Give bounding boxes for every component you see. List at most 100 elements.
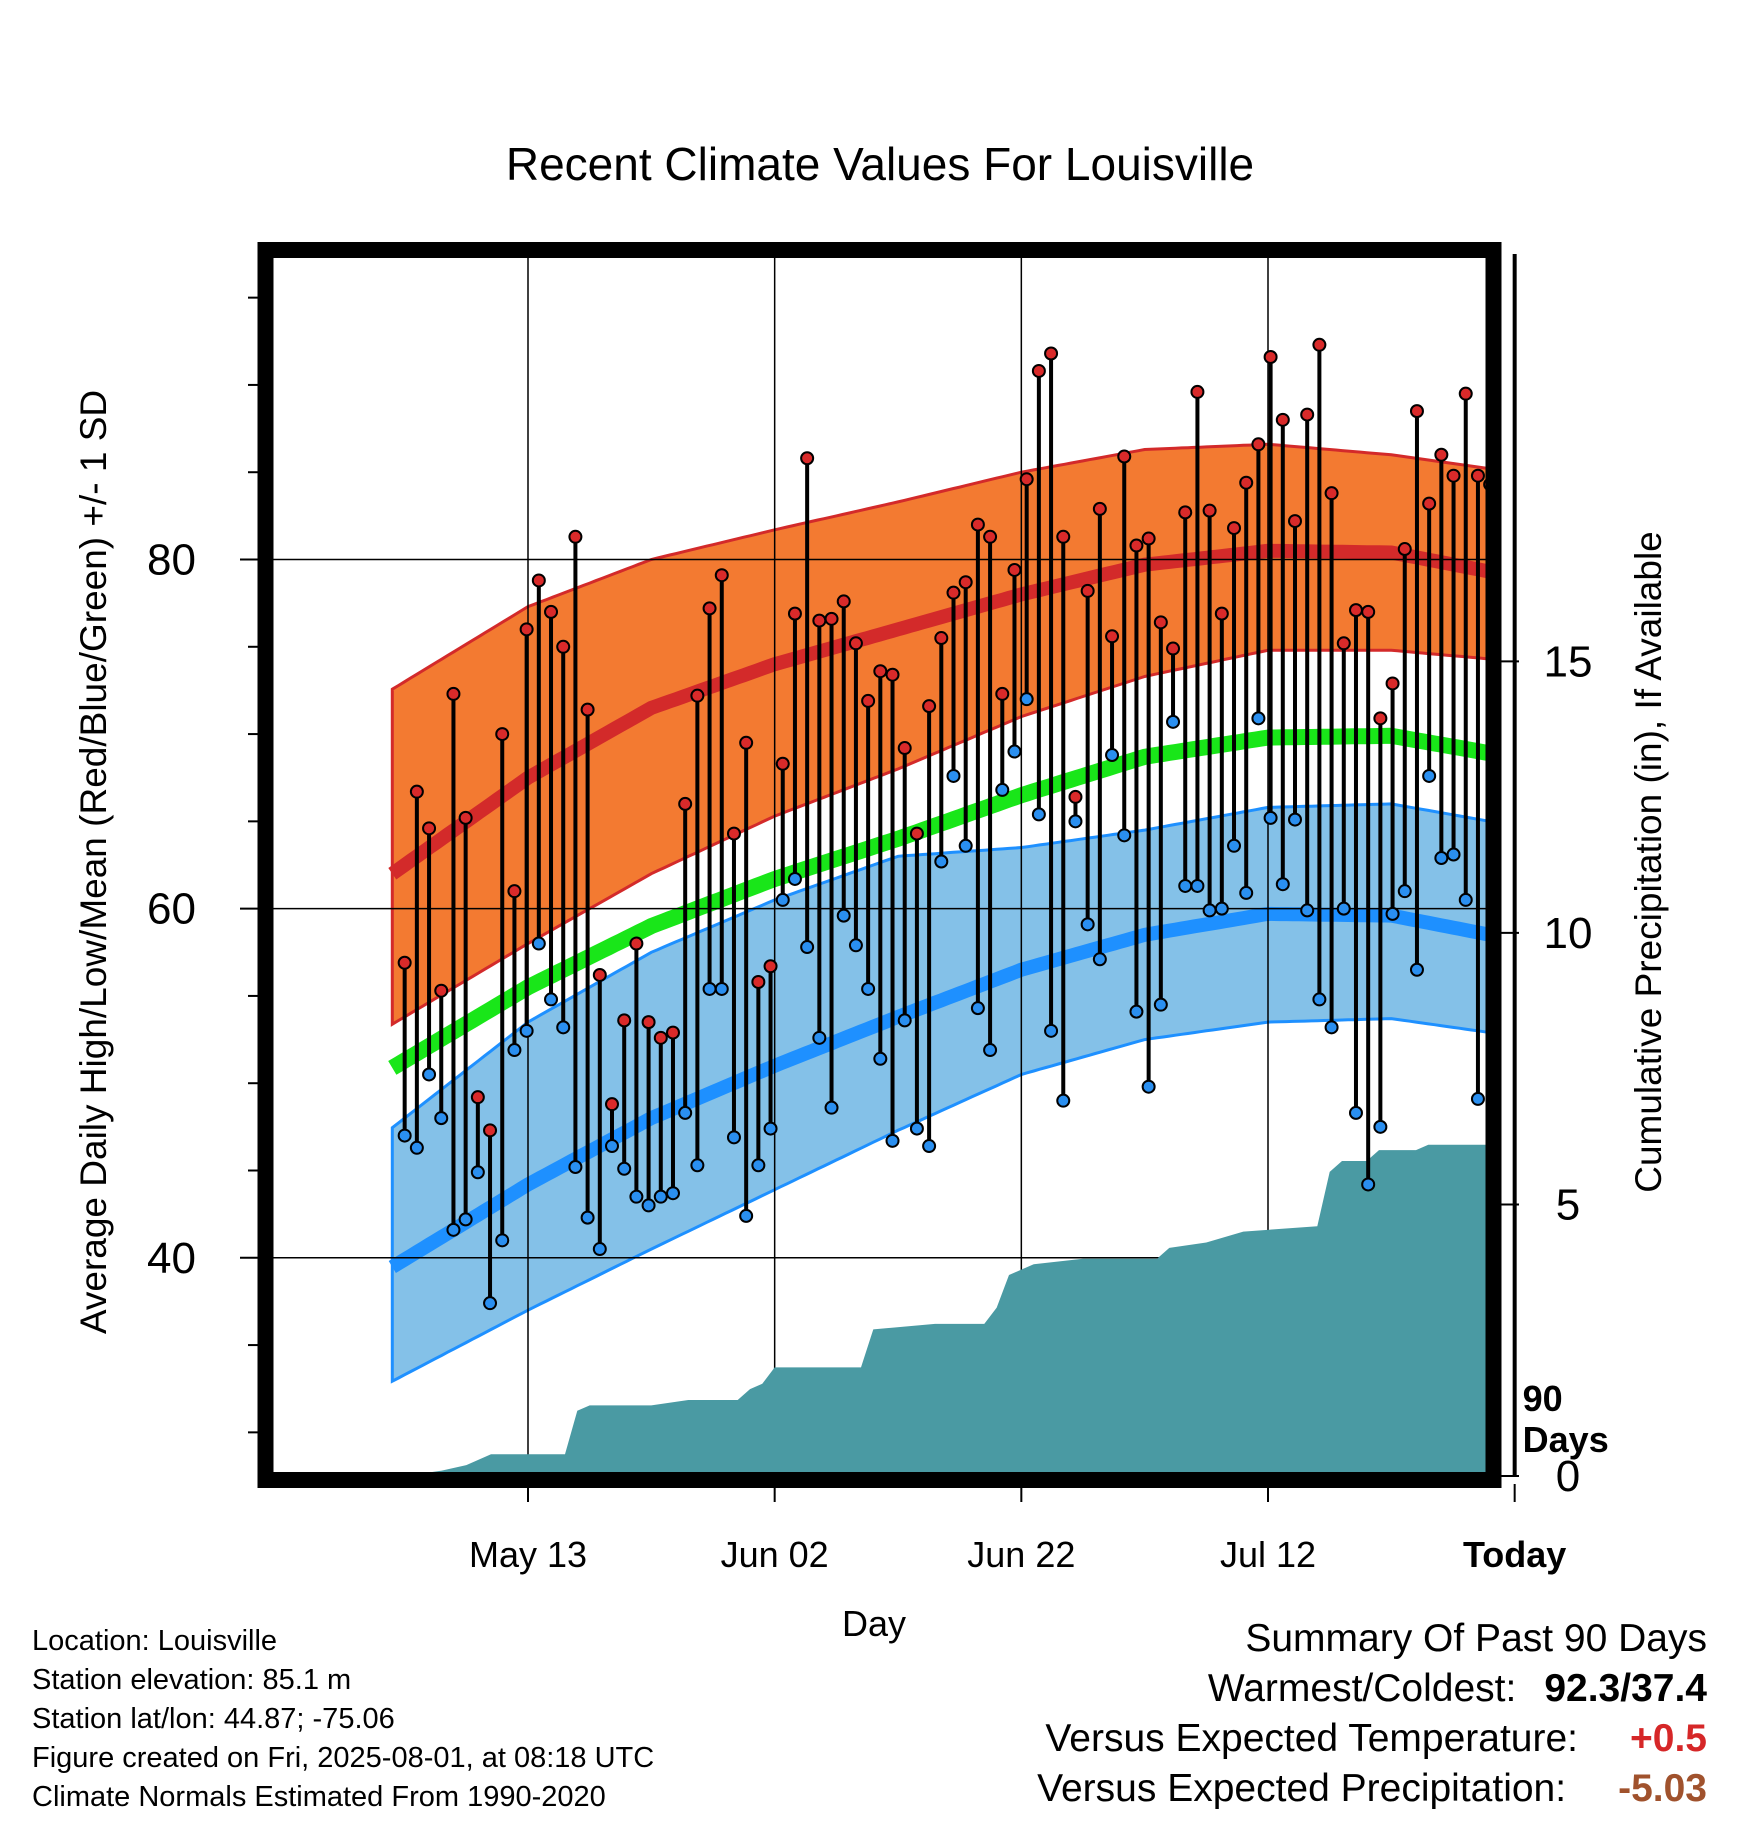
daily-low-point <box>1044 1023 1059 1038</box>
precip-label: Versus Expected Precipitation: <box>1037 1767 1567 1810</box>
daily-high-point <box>726 826 741 841</box>
daily-low-point <box>568 1160 583 1175</box>
daily-high-point <box>848 636 863 651</box>
daily-high-point <box>922 699 937 714</box>
normals-line: Climate Normals Estimated From 1990-2020 <box>32 1781 606 1813</box>
daily-high-point <box>1348 603 1363 618</box>
daily-high-point <box>1312 337 1327 352</box>
daily-low-point <box>544 992 559 1007</box>
daily-high-point <box>1080 583 1095 598</box>
daily-high-point <box>1373 711 1388 726</box>
daily-high-point <box>812 613 827 628</box>
daily-low-point <box>1141 1079 1156 1094</box>
daily-low-point <box>592 1242 607 1257</box>
daily-high-point <box>1251 437 1266 452</box>
daily-low-point <box>1324 1020 1339 1035</box>
daily-high-point <box>617 1013 632 1028</box>
daily-high-point <box>861 693 876 708</box>
daily-low-point <box>1470 1091 1485 1106</box>
daily-high-point <box>409 784 424 799</box>
daily-low-point <box>1373 1119 1388 1134</box>
daily-low-point <box>629 1189 644 1204</box>
summary-heading: Summary Of Past 90 Days <box>1245 1617 1707 1660</box>
daily-low-point <box>1409 962 1424 977</box>
daily-high-point <box>519 622 534 637</box>
daily-high-point <box>909 826 924 841</box>
daily-low-point <box>605 1139 620 1154</box>
daily-high-point <box>653 1030 668 1045</box>
daily-high-point <box>1129 538 1144 553</box>
daily-high-point <box>1227 521 1242 536</box>
daily-low-point <box>983 1043 998 1058</box>
station-info: Location: Louisville Station elevation: … <box>32 1622 654 1817</box>
daily-high-point <box>458 810 473 825</box>
daily-low-point <box>1300 903 1315 918</box>
location-line: Location: Louisville <box>32 1625 278 1657</box>
daily-low-point <box>665 1186 680 1201</box>
daily-low-point <box>422 1067 437 1082</box>
y2-tick-label: 5 <box>1556 1180 1580 1229</box>
daily-low-point <box>1263 810 1278 825</box>
daily-high-point <box>958 575 973 590</box>
daily-low-point <box>800 940 815 955</box>
daily-low-point <box>507 1043 522 1058</box>
daily-high-point <box>946 585 961 600</box>
daily-high-point <box>1446 468 1461 483</box>
daily-low-point <box>1080 917 1095 932</box>
daily-low-point <box>763 1121 778 1136</box>
y2-tick-label: 10 <box>1544 909 1593 958</box>
daily-low-point <box>1105 748 1120 763</box>
daily-high-point <box>1300 407 1315 422</box>
chart-title: Recent Climate Values For Louisville <box>506 138 1254 190</box>
daily-low-point <box>434 1111 449 1126</box>
y2-axis-label: Cumulative Precipitation (in), If Availa… <box>1628 531 1669 1193</box>
daily-low-point <box>1239 885 1254 900</box>
daily-low-point <box>1434 851 1449 866</box>
low-sd-band <box>390 802 1490 1384</box>
daily-low-point <box>1129 1004 1144 1019</box>
daily-high-point <box>934 631 949 646</box>
daily-low-point <box>519 1023 534 1038</box>
today-days-label: Days <box>1523 1419 1609 1460</box>
warm-cold-label: Warmest/Coldest: <box>1207 1667 1517 1710</box>
daily-high-point <box>1007 562 1022 577</box>
daily-high-point <box>592 967 607 982</box>
summary-panel: Summary Of Past 90 Days Warmest/Coldest:… <box>1037 1614 1707 1814</box>
daily-low-point <box>446 1222 461 1237</box>
daily-low-point <box>397 1128 412 1143</box>
daily-high-point <box>470 1090 485 1105</box>
created-line: Figure created on Fri, 2025-08-01, at 08… <box>32 1742 655 1774</box>
daily-high-point <box>824 611 839 626</box>
daily-high-point <box>897 741 912 756</box>
daily-high-point <box>544 604 559 619</box>
daily-low-point <box>1117 828 1132 843</box>
daily-high-point <box>641 1015 656 1030</box>
daily-high-point <box>787 606 802 621</box>
daily-low-point <box>1496 0 1508 6</box>
daily-high-point <box>1190 384 1205 399</box>
daily-low-point <box>1458 892 1473 907</box>
daily-high-point <box>1397 542 1412 557</box>
daily-high-point <box>422 821 437 836</box>
daily-high-point <box>629 936 644 951</box>
daily-low-point <box>1227 838 1242 853</box>
daily-high-point <box>1019 472 1034 487</box>
daily-high-point <box>1239 475 1254 490</box>
daily-high-point <box>970 517 985 532</box>
daily-high-point <box>1287 514 1302 529</box>
daily-low-point <box>458 1212 473 1227</box>
daily-low-point <box>861 981 876 996</box>
daily-high-point <box>1044 346 1059 361</box>
daily-high-point <box>1470 468 1485 483</box>
x-tick-label: Jun 22 <box>967 1534 1075 1575</box>
y-tick-label: 80 <box>147 536 196 585</box>
daily-high-point <box>580 702 595 717</box>
daily-low-point <box>483 1296 498 1311</box>
daily-low-point <box>897 1013 912 1028</box>
daily-high-point <box>836 594 851 609</box>
today-days-label: 90 <box>1523 1378 1563 1419</box>
daily-low-point <box>1446 847 1461 862</box>
daily-low-point <box>1361 1177 1376 1192</box>
precip-area <box>404 1144 1490 1476</box>
daily-low-point <box>1348 1105 1363 1120</box>
